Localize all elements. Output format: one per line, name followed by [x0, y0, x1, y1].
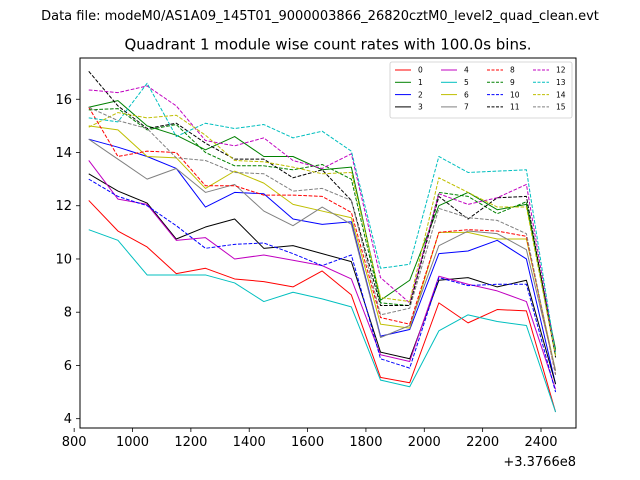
plot-frame: [79, 57, 577, 429]
series-line-0: [88, 200, 557, 413]
chart-title: Quadrant 1 module wise count rates with …: [124, 36, 531, 54]
x-tick-label: 1200: [174, 435, 207, 450]
series-layer: [88, 70, 557, 413]
figure-suptitle: Data file: modeM0/AS1A09_145T01_90000038…: [41, 9, 599, 24]
series-line-6: [88, 125, 557, 371]
legend-label-0: 0: [418, 66, 423, 75]
x-tick-label: 1800: [349, 435, 382, 450]
legend-label-9: 9: [510, 78, 515, 87]
y-tick-label: 14: [55, 146, 72, 161]
series-line-14: [88, 112, 557, 357]
legend-label-8: 8: [510, 66, 515, 75]
series-line-13: [88, 82, 557, 355]
series-line-5: [88, 229, 557, 413]
x-tick-label: 800: [62, 435, 87, 450]
y-tick-label: 6: [64, 359, 72, 374]
legend-label-4: 4: [464, 66, 469, 75]
legend-label-6: 6: [464, 90, 469, 99]
legend-label-13: 13: [556, 78, 566, 87]
series-line-11: [88, 70, 557, 358]
x-axis-offset-label: +3.3766e8: [503, 455, 576, 470]
plot-area: [88, 70, 557, 413]
x-tick-label: 1000: [116, 435, 149, 450]
y-tick-label: 12: [55, 199, 72, 214]
legend-label-3: 3: [418, 103, 423, 112]
series-line-2: [88, 138, 557, 385]
legend-label-15: 15: [556, 103, 566, 112]
legend-label-5: 5: [464, 78, 469, 87]
x-tick-label: 2000: [408, 435, 441, 450]
legend-label-11: 11: [510, 103, 520, 112]
y-tick-label: 10: [55, 252, 72, 267]
series-line-8: [88, 106, 557, 375]
series-line-1: [88, 100, 557, 350]
y-tick-label: 8: [64, 306, 72, 321]
legend-label-12: 12: [556, 66, 566, 75]
y-tick-label: 4: [64, 412, 72, 427]
series-line-3: [88, 173, 557, 385]
legend-label-1: 1: [418, 78, 423, 87]
y-tick-label: 16: [55, 93, 72, 108]
legend-label-14: 14: [556, 90, 566, 99]
x-tick-label: 2400: [524, 435, 557, 450]
y-axis: 4 6 8 10 12 14 16: [55, 93, 80, 427]
legend-label-7: 7: [464, 103, 469, 112]
series-line-9: [88, 108, 557, 353]
x-axis: 800 1000 1200 1400 1600 1800 2000 2200 2400: [62, 428, 558, 450]
series-line-12: [88, 85, 557, 355]
legend-label-2: 2: [418, 90, 423, 99]
x-tick-label: 2200: [466, 435, 499, 450]
x-tick-label: 1400: [233, 435, 266, 450]
series-line-10: [88, 178, 557, 393]
legend-label-10: 10: [510, 90, 520, 99]
x-tick-label: 1600: [291, 435, 324, 450]
legend-box: [389, 61, 573, 119]
series-line-15: [88, 106, 557, 375]
series-line-7: [88, 138, 557, 371]
